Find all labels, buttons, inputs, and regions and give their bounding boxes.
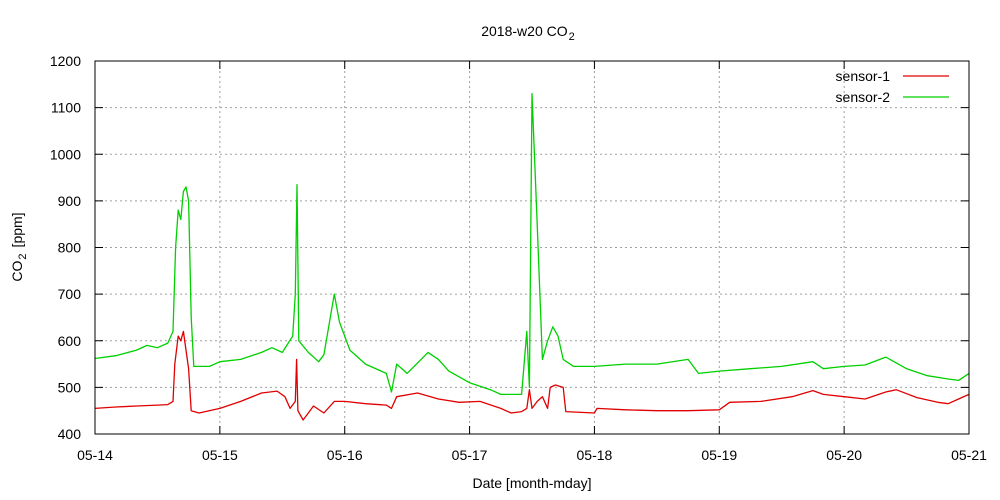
axis-ticks: 400 500 600 700 800 900 1000 1100 1200 05-14 05-15… — [50, 53, 987, 463]
y-tick-label: 800 — [58, 240, 82, 256]
y-tick-label: 900 — [58, 193, 82, 209]
y-tick-label: 500 — [58, 379, 82, 395]
x-axis-label: Date [month-mday] — [472, 475, 591, 491]
y-tick-label: 700 — [58, 286, 82, 302]
y-tick-label: 1200 — [50, 53, 81, 69]
series-line-sensor-1 — [94, 330, 970, 421]
x-tick-label: 05-17 — [452, 447, 488, 463]
y-axis-label: CO2[ppm] — [9, 212, 29, 281]
x-tick-label: 05-21 — [951, 447, 987, 463]
y-tick-label: 1000 — [50, 146, 81, 162]
y-tick-label: 400 — [58, 426, 82, 442]
series-layer — [94, 92, 970, 421]
legend-label: sensor-1 — [836, 68, 891, 84]
x-tick-label: 05-14 — [77, 447, 113, 463]
x-tick-label: 05-19 — [701, 447, 737, 463]
series-line-sensor-2 — [94, 92, 970, 396]
legend: sensor-1 sensor-2 — [836, 68, 949, 105]
y-tick-label: 1100 — [51, 100, 81, 116]
legend-label: sensor-2 — [836, 89, 891, 105]
chart-title: 2018-w20 CO2 — [481, 23, 575, 43]
y-tick-label: 600 — [58, 333, 82, 349]
x-tick-label: 05-20 — [826, 447, 862, 463]
x-tick-label: 05-18 — [577, 447, 613, 463]
x-tick-label: 05-15 — [202, 447, 238, 463]
x-tick-label: 05-16 — [327, 447, 363, 463]
